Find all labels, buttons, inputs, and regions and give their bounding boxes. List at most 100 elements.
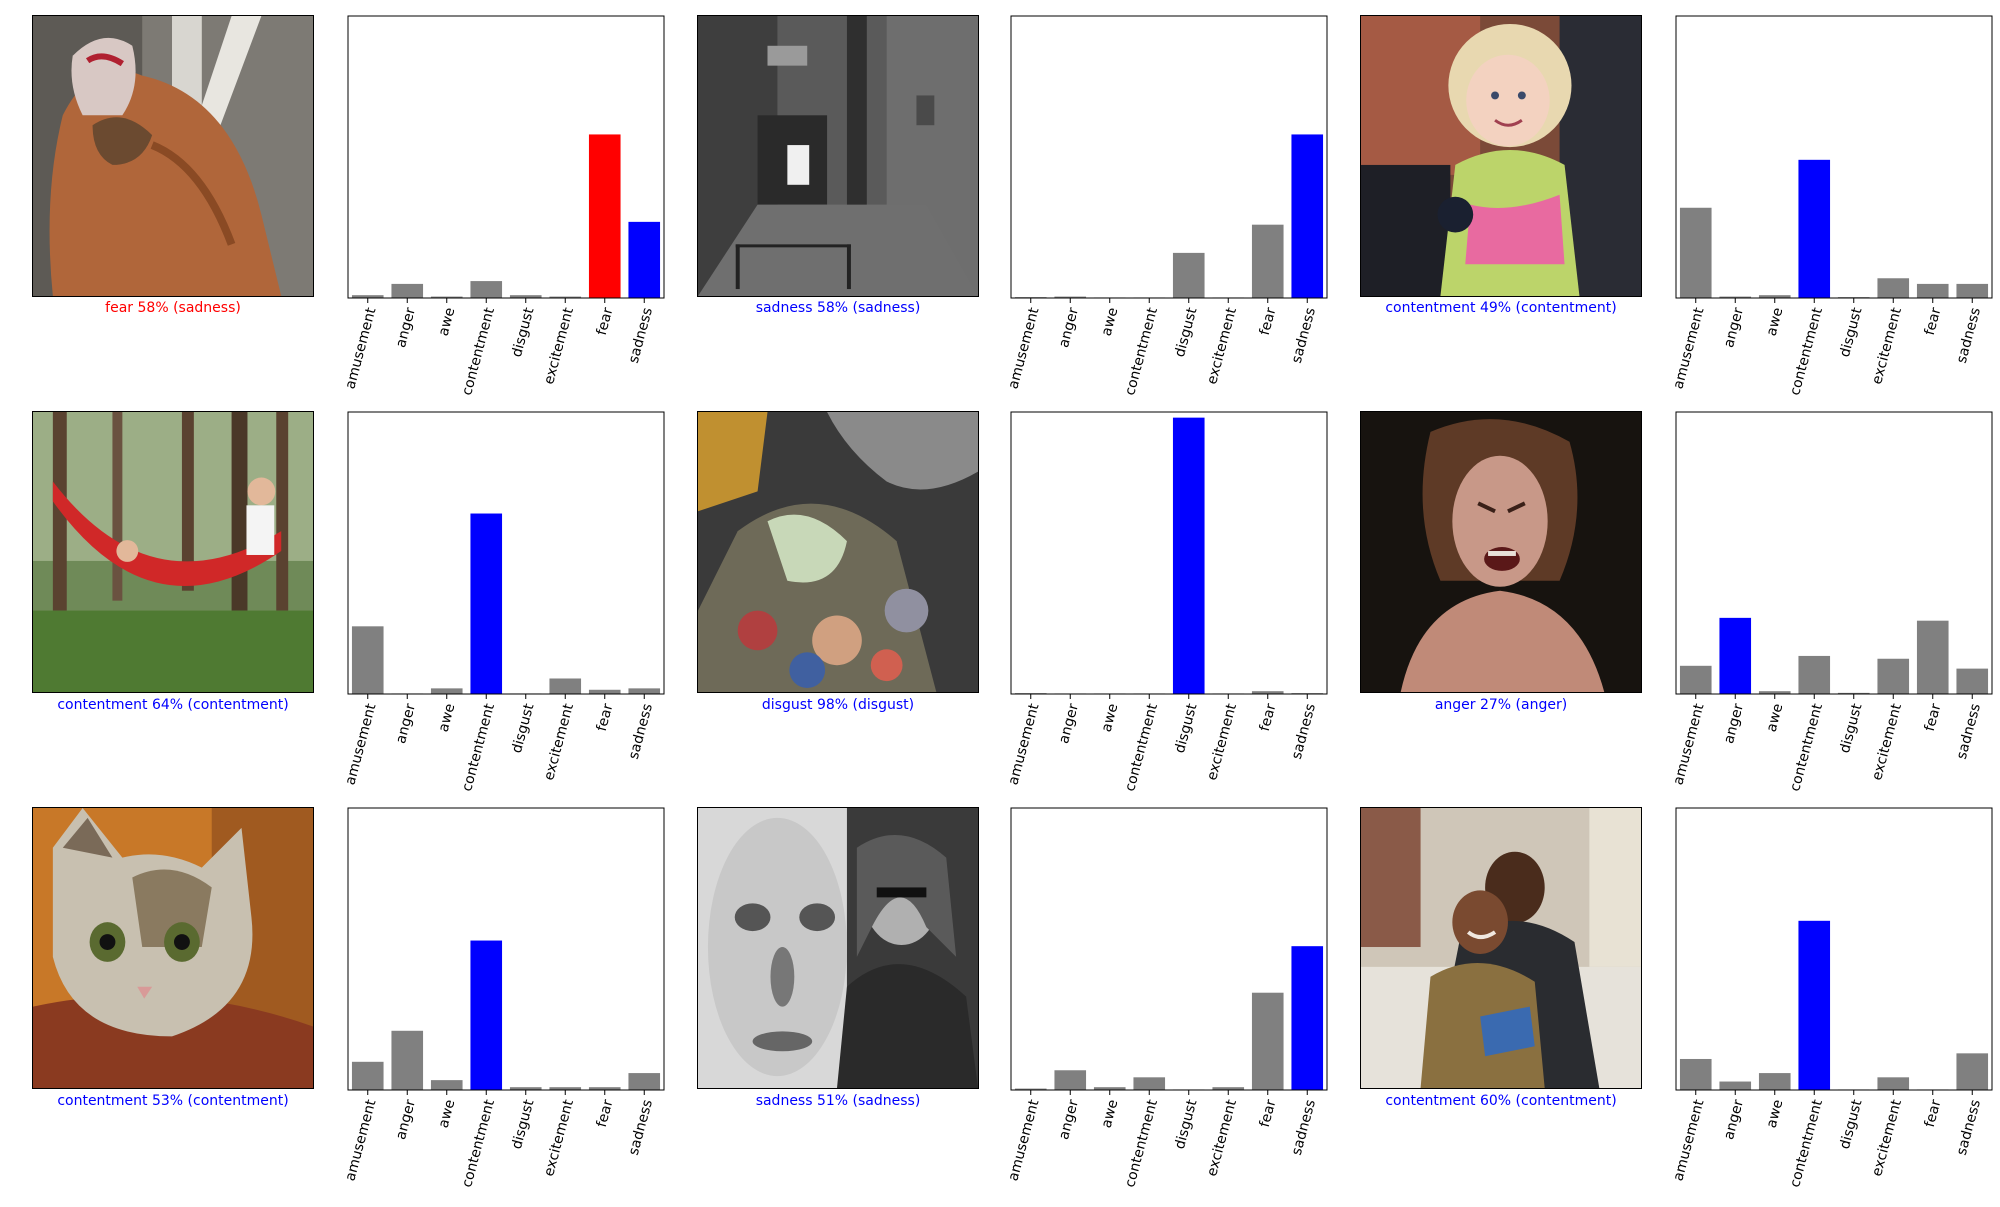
bar-contentment	[470, 940, 503, 1090]
bar-contentment	[470, 281, 503, 298]
bar-excitement	[1877, 1077, 1910, 1090]
x-tick-label: awe	[1099, 1098, 1122, 1130]
x-tick-label: contentment	[1787, 701, 1826, 793]
x-tick-label: disgust	[1837, 305, 1866, 359]
x-tick-label: sadness	[626, 702, 656, 761]
x-tick-label: fear	[1257, 306, 1280, 337]
garbage-pile-excavator-image	[697, 411, 979, 693]
bar-disgust	[1172, 252, 1205, 298]
image-caption: contentment 49% (contentment)	[1385, 300, 1617, 316]
x-tick-label: sadness	[1289, 306, 1319, 365]
x-tick-label: fear	[594, 306, 617, 337]
bar-fear	[1251, 691, 1284, 694]
x-tick-label: awe	[1764, 702, 1787, 734]
x-tick-label: awe	[1764, 1098, 1787, 1130]
x-tick-label: fear	[594, 702, 617, 733]
bar-fear	[588, 134, 621, 298]
person-wrapped-in-blanket-image	[32, 15, 314, 297]
x-tick-label: contentment	[1122, 1097, 1161, 1189]
bar-sadness	[1956, 283, 1989, 298]
x-tick-label: awe	[436, 1098, 459, 1130]
probability-bar-chart: amusement anger awe contentment disgust excit…	[347, 15, 665, 397]
bar-awe	[1093, 1087, 1126, 1090]
plot-frame	[347, 807, 665, 1091]
probability-bar-chart: amusement anger awe contentment disgust excit…	[1010, 807, 1328, 1189]
bar-contentment	[1798, 159, 1831, 298]
probability-bar-chart: amusement anger awe contentment disgust excit…	[1675, 807, 1993, 1189]
x-tick-label: amusement	[1010, 701, 1043, 786]
bar-excitement	[1877, 278, 1910, 298]
x-tick-label: fear	[594, 1098, 617, 1129]
probability-bar-chart: amusement anger awe contentment disgust excit…	[1675, 411, 1993, 793]
x-tick-label: anger	[393, 1098, 419, 1142]
smiling-toddler-image	[1360, 15, 1642, 297]
image-caption: contentment 53% (contentment)	[57, 1093, 289, 1109]
x-tick-label: disgust	[1172, 701, 1201, 755]
x-tick-label: awe	[436, 306, 459, 338]
x-tick-label: fear	[1922, 702, 1945, 733]
x-tick-label: amusement	[1010, 1097, 1043, 1182]
bar-anger	[1054, 296, 1087, 298]
x-tick-label: disgust	[509, 305, 538, 359]
bar-fear	[1916, 283, 1949, 298]
image-caption: sadness 51% (sadness)	[755, 1093, 921, 1109]
plot-frame	[1010, 411, 1328, 695]
x-tick-label: disgust	[1837, 701, 1866, 755]
bar-awe	[430, 1080, 463, 1090]
bar-fear	[588, 689, 621, 694]
bar-amusement	[1679, 665, 1712, 694]
x-tick-label: contentment	[1122, 701, 1161, 793]
x-tick-label: disgust	[1172, 305, 1201, 359]
bar-sadness	[1291, 946, 1324, 1090]
x-tick-label: amusement	[1675, 1097, 1708, 1182]
x-tick-label: sadness	[1289, 702, 1319, 761]
bar-fear	[588, 1087, 621, 1090]
x-tick-label: fear	[1922, 306, 1945, 337]
x-tick-label: contentment	[1787, 1097, 1826, 1189]
plot-frame	[1675, 807, 1993, 1091]
bar-amusement	[1679, 1058, 1712, 1090]
bar-contentment	[1133, 1077, 1166, 1090]
blurred-face-and-man-image	[697, 807, 979, 1089]
x-tick-label: contentment	[459, 1097, 498, 1189]
bar-sadness	[628, 221, 661, 298]
bar-anger	[391, 1030, 424, 1090]
x-tick-label: anger	[1721, 306, 1747, 350]
image-caption: sadness 58% (sadness)	[755, 300, 921, 316]
x-tick-label: anger	[1721, 702, 1747, 746]
x-tick-label: anger	[393, 306, 419, 350]
bar-anger	[1054, 1070, 1087, 1090]
bar-fear	[1251, 992, 1284, 1090]
x-tick-label: amusement	[1675, 305, 1708, 390]
probability-bar-chart: amusement anger awe contentment disgust excit…	[347, 411, 665, 793]
plot-frame	[1675, 15, 1993, 299]
bar-excitement	[549, 678, 582, 694]
couple-reading-book-image	[1360, 807, 1642, 1089]
probability-bar-chart: amusement anger awe contentment disgust excit…	[347, 807, 665, 1189]
plot-frame	[1010, 807, 1328, 1091]
bar-awe	[430, 296, 463, 298]
x-tick-label: anger	[1056, 1098, 1082, 1142]
x-tick-label: anger	[1721, 1098, 1747, 1142]
x-tick-label: excitement	[1204, 701, 1240, 782]
x-tick-label: awe	[1099, 702, 1122, 734]
x-tick-label: awe	[1099, 306, 1122, 338]
bar-amusement	[351, 1061, 384, 1090]
plot-frame	[1675, 411, 1993, 695]
x-tick-label: amusement	[347, 701, 380, 786]
bar-disgust	[509, 1087, 542, 1090]
image-caption: disgust 98% (disgust)	[761, 697, 915, 713]
x-tick-label: amusement	[347, 305, 380, 390]
x-tick-label: fear	[1922, 1098, 1945, 1129]
bar-amusement	[1679, 207, 1712, 298]
bar-awe	[430, 688, 463, 694]
x-tick-label: excitement	[1204, 305, 1240, 386]
x-tick-label: amusement	[1010, 305, 1043, 390]
plot-frame	[1010, 15, 1328, 299]
x-tick-label: excitement	[1869, 701, 1905, 782]
x-tick-label: disgust	[1172, 1097, 1201, 1151]
bar-excitement	[1212, 1087, 1245, 1090]
x-tick-label: contentment	[459, 305, 498, 397]
bar-excitement	[549, 296, 582, 298]
bar-anger	[391, 283, 424, 298]
